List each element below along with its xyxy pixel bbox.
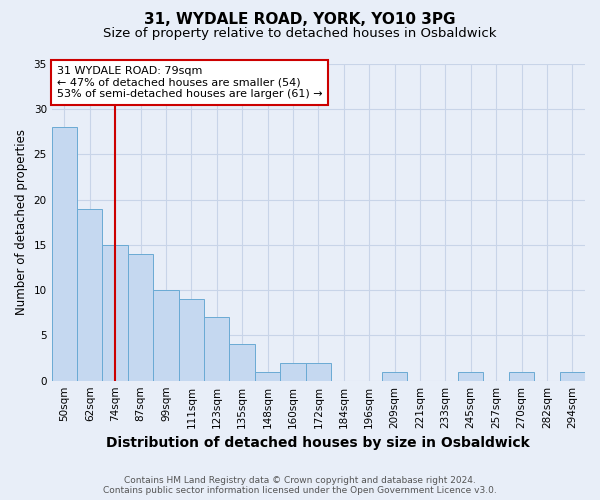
Bar — [153, 290, 179, 380]
Bar — [77, 209, 103, 380]
Bar — [382, 372, 407, 380]
Bar — [103, 245, 128, 380]
Bar — [305, 362, 331, 380]
Bar — [255, 372, 280, 380]
Bar — [204, 318, 229, 380]
Bar — [229, 344, 255, 380]
Bar — [509, 372, 534, 380]
Bar — [128, 254, 153, 380]
Text: 31 WYDALE ROAD: 79sqm
← 47% of detached houses are smaller (54)
53% of semi-deta: 31 WYDALE ROAD: 79sqm ← 47% of detached … — [57, 66, 322, 99]
Bar — [179, 299, 204, 380]
Bar — [560, 372, 585, 380]
Text: 31, WYDALE ROAD, YORK, YO10 3PG: 31, WYDALE ROAD, YORK, YO10 3PG — [144, 12, 456, 28]
Text: Contains HM Land Registry data © Crown copyright and database right 2024.: Contains HM Land Registry data © Crown c… — [124, 476, 476, 485]
Bar — [458, 372, 484, 380]
Text: Contains public sector information licensed under the Open Government Licence v3: Contains public sector information licen… — [103, 486, 497, 495]
Text: Size of property relative to detached houses in Osbaldwick: Size of property relative to detached ho… — [103, 28, 497, 40]
Y-axis label: Number of detached properties: Number of detached properties — [15, 130, 28, 316]
X-axis label: Distribution of detached houses by size in Osbaldwick: Distribution of detached houses by size … — [106, 436, 530, 450]
Bar — [52, 128, 77, 380]
Bar — [280, 362, 305, 380]
